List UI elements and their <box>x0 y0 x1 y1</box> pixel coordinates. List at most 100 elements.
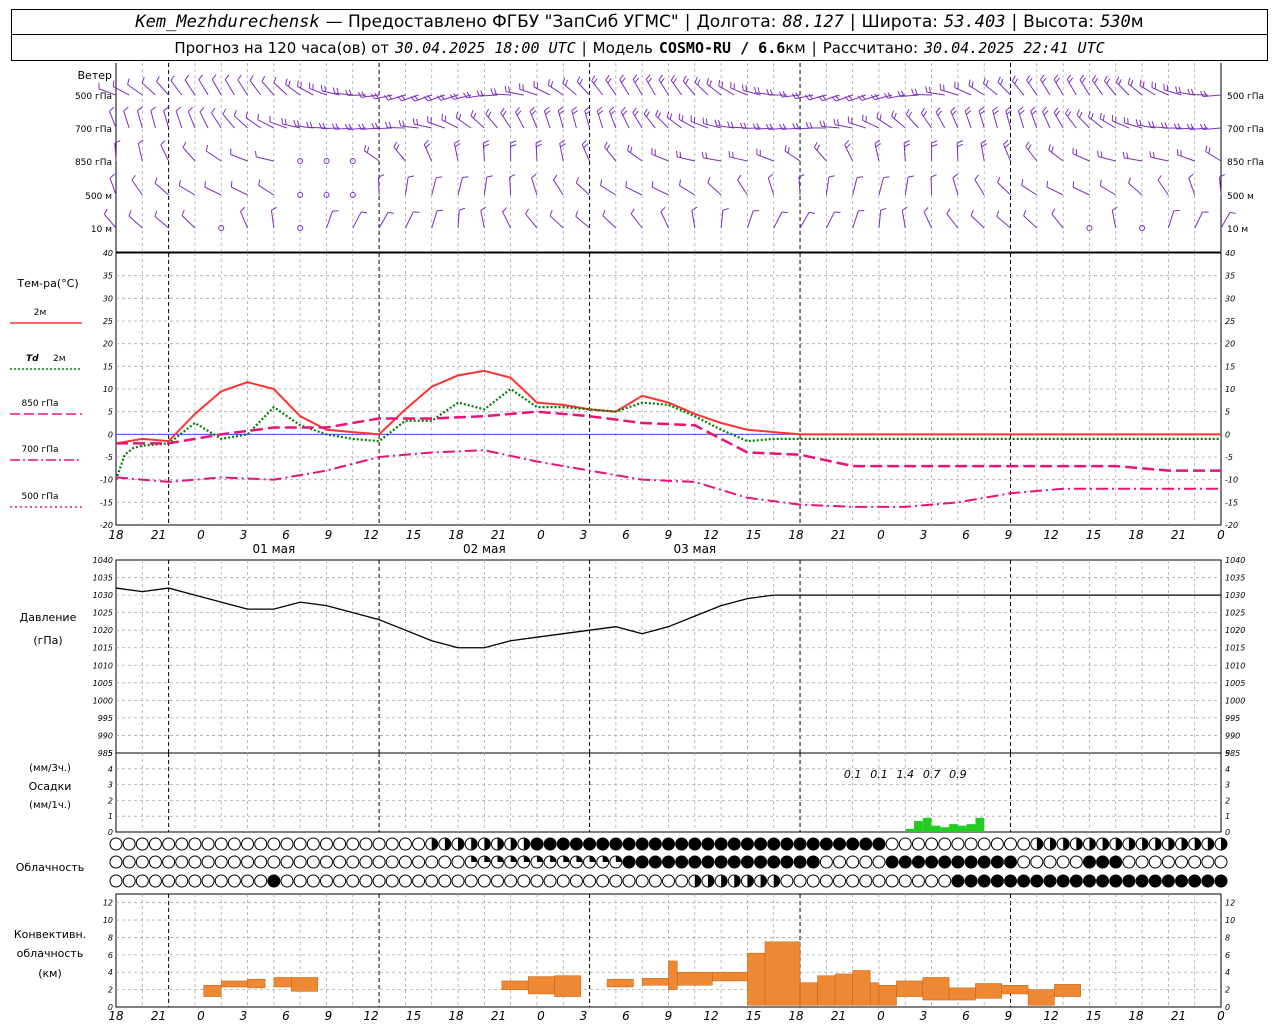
wind-barb-feather <box>408 175 415 178</box>
wind-barb <box>767 177 775 196</box>
cloud-circle <box>1043 874 1057 888</box>
cloud-circle <box>662 855 675 869</box>
cloud-circle <box>346 837 360 851</box>
wind-barb <box>378 176 380 196</box>
wind-barb <box>160 144 170 162</box>
wind-barb-feather <box>375 122 379 129</box>
wind-barb-feather <box>504 85 507 92</box>
wind-barb-feather <box>657 112 662 119</box>
y-tick-label-left: 985 <box>98 749 113 758</box>
wind-barb-feather <box>271 206 277 211</box>
wind-barb <box>404 177 409 196</box>
y-tick-label-left: -15 <box>100 498 113 507</box>
y-tick-label-left: 1040 <box>93 556 113 565</box>
cloud-circle <box>1188 874 1202 888</box>
cloud-circle <box>793 874 807 888</box>
conv-bar <box>501 980 529 990</box>
wind-barb-feather <box>1151 121 1155 128</box>
y-tick-label-right: 15 <box>1225 362 1235 371</box>
wind-barb-feather <box>1199 90 1204 97</box>
wind-barb-feather <box>856 176 864 179</box>
wind-barb <box>666 116 682 129</box>
wind-barb-feather <box>515 107 520 113</box>
conv-bar <box>712 971 748 982</box>
wind-barb-feather <box>344 123 349 130</box>
wind-barb-feather <box>562 77 566 84</box>
y-tick-label-right: 1 <box>1225 812 1230 821</box>
cloud-circle <box>306 855 320 869</box>
wind-barb-feather <box>281 118 284 125</box>
cloud-circle <box>425 874 439 888</box>
cloud-circle <box>1004 837 1018 851</box>
wind-barb <box>1139 85 1156 96</box>
cloud-circle <box>1056 855 1070 869</box>
x-tick-label: 15 <box>406 528 421 542</box>
wind-barb-feather <box>358 123 362 130</box>
y-tick-label-right: 0 <box>1225 430 1230 439</box>
wind-barb-feather <box>706 78 710 85</box>
cloud-circle <box>714 855 728 869</box>
cloud-circle <box>214 855 228 869</box>
cloud-circle <box>346 855 360 869</box>
calm-wind-mark <box>323 192 330 198</box>
y-tick-label-left: 1015 <box>93 644 113 653</box>
precip-bar <box>949 824 958 832</box>
wind-barb-feather <box>619 74 624 80</box>
wind-barb-feather <box>997 76 1001 83</box>
wind-barb-feather <box>544 106 550 112</box>
y-tick-label-left: 1010 <box>93 661 113 670</box>
wind-barb-feather <box>331 123 336 130</box>
cloud-circle <box>438 855 452 869</box>
cloud-circle <box>819 837 833 851</box>
wind-barb-feather <box>413 95 419 101</box>
cloud-circle <box>556 874 570 888</box>
wind-barb-feather <box>470 110 474 117</box>
cloud-circle <box>1096 874 1110 888</box>
wind-barb <box>211 112 222 129</box>
temp-title: Тем-ра(°C) <box>16 277 78 290</box>
wind-barb <box>127 84 143 96</box>
wind-barb-feather <box>1128 177 1132 184</box>
wind-barb-feather <box>293 119 296 127</box>
cloud-circle <box>306 837 320 851</box>
wind-barb-feather <box>632 107 637 113</box>
wind-barb <box>456 117 472 129</box>
conv-bar <box>203 985 222 997</box>
wind-barb <box>584 110 591 129</box>
wind-barb <box>1072 153 1090 162</box>
wind-barb <box>1157 179 1169 196</box>
day-label: 02 мая <box>463 542 506 556</box>
x-tick-label-bottom: 0 <box>197 1009 205 1023</box>
wind-barb-feather <box>798 174 805 178</box>
wind-barb <box>605 79 617 96</box>
wind-barb-feather <box>306 121 309 128</box>
cloud-circle <box>727 837 741 851</box>
conv-y-labels: 0 0 2 2 4 4 6 6 8 8 10 10 12 12 <box>103 899 1235 1012</box>
cloud-fraction <box>615 856 622 862</box>
legend-text: 2м <box>34 308 47 318</box>
wind-barb-feather <box>883 176 890 179</box>
wind-barb <box>374 127 393 130</box>
conv-tick-right: 2 <box>1225 986 1230 995</box>
conv-bar <box>668 960 678 990</box>
wind-barb <box>182 147 196 162</box>
cloud-circle <box>833 874 847 888</box>
wind-barb-feather <box>980 139 987 144</box>
temp-x-labels: 18 21 0 3 6 9 12 15 18 21 0 3 6 9 12 15 18 21 0 3 6 9 12 15 18 21… <box>108 528 1225 556</box>
wind-barb <box>515 111 525 129</box>
cloud-circle <box>122 837 136 851</box>
wind-barb <box>1051 213 1064 229</box>
wind-barb-feather <box>170 75 175 81</box>
cloud-circle <box>214 837 228 851</box>
wind-barb-feather <box>705 118 708 125</box>
wind-barb-feather <box>300 82 302 89</box>
wind-barb <box>423 144 433 162</box>
wind-barb-feather <box>1149 151 1152 158</box>
cloud-circle <box>872 837 886 851</box>
cloud-circle <box>135 874 149 888</box>
wind-barb-feather <box>502 207 508 213</box>
wind-barb <box>237 79 248 96</box>
cloud-circle <box>1109 855 1123 869</box>
cloud-fraction <box>1168 838 1175 850</box>
x-tick-label-bottom: 21 <box>831 1009 846 1023</box>
